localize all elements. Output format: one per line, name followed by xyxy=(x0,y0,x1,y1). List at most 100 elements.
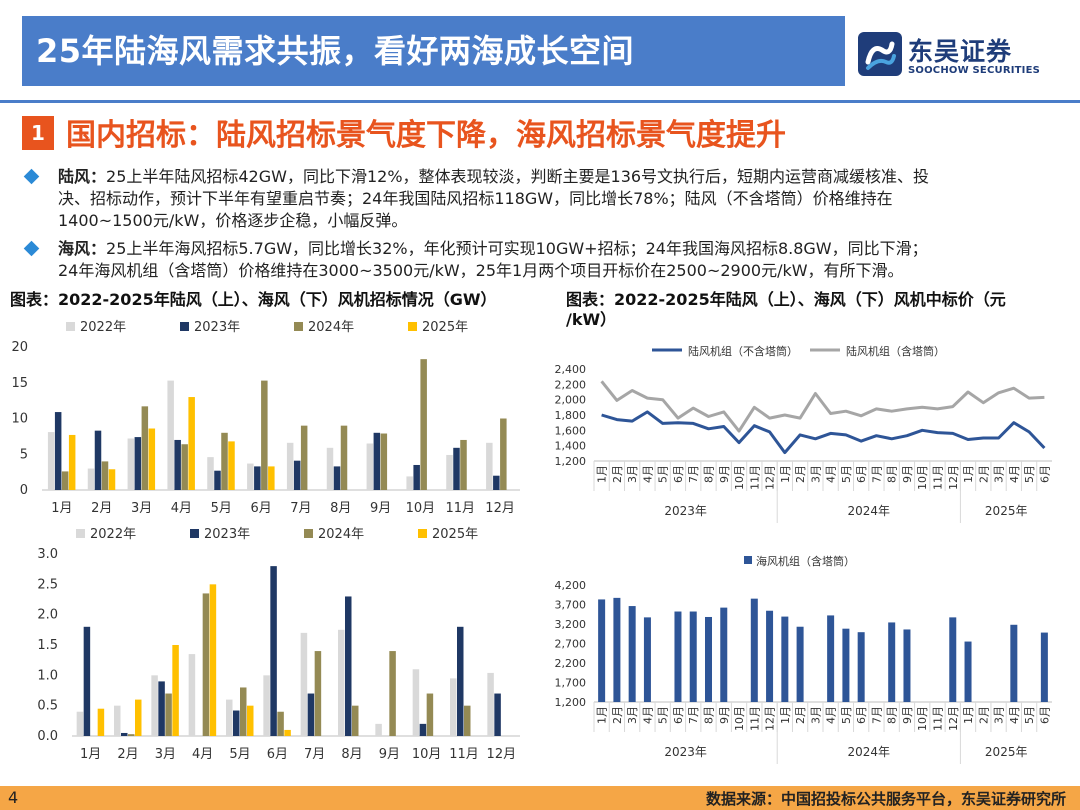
bar xyxy=(613,597,621,702)
x-month-label: 11月 xyxy=(748,706,761,731)
bar xyxy=(705,616,712,702)
x-month-label: 12月 xyxy=(764,706,777,731)
bar xyxy=(389,651,396,736)
bar xyxy=(247,463,254,490)
x-tick-label: 4月 xyxy=(171,501,192,516)
bar xyxy=(333,466,341,490)
bar xyxy=(181,444,188,490)
bar xyxy=(453,447,460,490)
right-chart-caption-line1: 图表：2022-2025年陆风（上）、海风（下）风机中标价（元 xyxy=(566,290,1006,309)
y-tick-label: 1,600 xyxy=(555,424,587,437)
x-month-label: 7月 xyxy=(870,465,883,483)
x-tick-label: 11月 xyxy=(449,747,479,762)
x-year-label: 2024年 xyxy=(848,745,891,759)
y-tick-label: 2,400 xyxy=(555,363,587,376)
x-month-label: 12月 xyxy=(947,465,960,490)
legend-label: 陆风机组（不含塔筒） xyxy=(688,344,798,358)
x-month-label: 8月 xyxy=(703,706,716,724)
page-number: 4 xyxy=(8,788,19,807)
bar xyxy=(781,616,789,702)
bar xyxy=(486,442,493,490)
x-tick-label: 1月 xyxy=(51,501,72,516)
x-month-label: 2月 xyxy=(794,465,807,483)
y-tick-label: 2.0 xyxy=(37,608,58,623)
bar xyxy=(500,418,507,490)
x-month-label: 11月 xyxy=(748,465,761,490)
bar xyxy=(172,645,179,736)
bar xyxy=(857,632,865,702)
bar xyxy=(366,443,374,490)
bullet-line: 决、招标动作，预计下半年有望重启节奏；24年我国陆风招标118GW，同比增长78… xyxy=(58,189,893,208)
bar xyxy=(487,672,494,736)
x-month-label: 12月 xyxy=(947,706,960,731)
x-month-label: 1月 xyxy=(779,706,792,724)
bar xyxy=(108,469,116,490)
bar xyxy=(628,606,636,702)
x-tick-label: 7月 xyxy=(304,747,325,762)
x-tick-label: 2月 xyxy=(117,747,138,762)
y-tick-label: 1,700 xyxy=(555,677,587,690)
x-month-label: 12月 xyxy=(764,465,777,490)
legend-swatch xyxy=(418,529,427,538)
bar xyxy=(158,681,165,736)
y-tick-label: 3.0 xyxy=(37,547,58,562)
x-month-label: 4月 xyxy=(641,465,654,483)
legend-label: 陆风机组（含塔筒） xyxy=(846,344,945,358)
logo-text-cn: 东吴证券 xyxy=(908,37,1013,66)
x-month-label: 6月 xyxy=(672,465,685,483)
bar xyxy=(135,699,142,736)
bar xyxy=(1040,632,1048,702)
bar xyxy=(270,566,277,736)
bar xyxy=(209,584,217,736)
series-line xyxy=(601,410,1046,455)
bar xyxy=(134,437,142,490)
x-month-label: 3月 xyxy=(626,706,639,724)
x-tick-label: 10月 xyxy=(406,501,436,516)
x-month-label: 4月 xyxy=(1008,465,1021,483)
x-month-label: 8月 xyxy=(703,465,716,483)
x-month-label: 2月 xyxy=(611,465,624,483)
bar xyxy=(284,729,291,736)
bar xyxy=(457,626,464,736)
bar xyxy=(300,425,308,490)
bar xyxy=(689,611,697,702)
bullet-offshore: 海风：25上半年海风招标5.7GW，同比增长32%，年化预计可实现10GW+招标… xyxy=(22,238,1062,282)
bar xyxy=(345,596,352,736)
legend-swatch xyxy=(66,322,75,331)
bar xyxy=(460,439,467,490)
footer-bar: 4 数据来源：中国招投标公共服务平台，东吴证券研究所 xyxy=(0,786,1080,810)
bullet-line: 24年海风机组（含塔筒）价格维持在3000~3500元/kW，25年1月两个项目… xyxy=(58,261,904,280)
bullet-line: 25上半年陆风招标42GW，同比下滑12%，整体表现较淡，判断主要是136号文执… xyxy=(106,167,930,186)
bar xyxy=(964,641,972,702)
bar xyxy=(61,471,69,490)
y-tick-label: 1,200 xyxy=(555,455,587,468)
bar xyxy=(128,734,135,736)
x-month-label: 3月 xyxy=(809,706,822,724)
bar xyxy=(148,428,156,490)
x-month-label: 8月 xyxy=(886,706,899,724)
bullet-line: 25上半年海风招标5.7GW，同比增长32%，年化预计可实现10GW+招标；24… xyxy=(106,239,928,258)
x-tick-label: 5月 xyxy=(211,501,232,516)
bar xyxy=(97,708,105,736)
x-month-label: 3月 xyxy=(626,465,639,483)
bar xyxy=(494,693,501,736)
bar xyxy=(674,611,682,702)
y-tick-label: 10 xyxy=(11,412,28,427)
legend-label: 海风机组（含塔筒） xyxy=(756,554,855,568)
right-chart-caption-line2: /kW） xyxy=(566,310,617,329)
bar xyxy=(254,466,261,490)
x-month-label: 2月 xyxy=(611,706,624,724)
bar xyxy=(54,412,62,490)
x-month-label: 5月 xyxy=(840,706,853,724)
bullet-text: 海风：25上半年海风招标5.7GW，同比增长32%，年化预计可实现10GW+招标… xyxy=(58,238,1058,282)
x-tick-label: 12月 xyxy=(487,747,517,762)
bar xyxy=(300,632,308,736)
bar xyxy=(214,470,221,490)
legend-label: 2023年 xyxy=(194,320,240,335)
x-tick-label: 8月 xyxy=(341,747,362,762)
bar xyxy=(114,705,121,736)
x-month-label: 5月 xyxy=(1023,465,1036,483)
bar xyxy=(127,438,135,490)
x-tick-label: 9月 xyxy=(379,747,400,762)
logo-text-en: SOOCHOW SECURITIES xyxy=(908,65,1041,76)
